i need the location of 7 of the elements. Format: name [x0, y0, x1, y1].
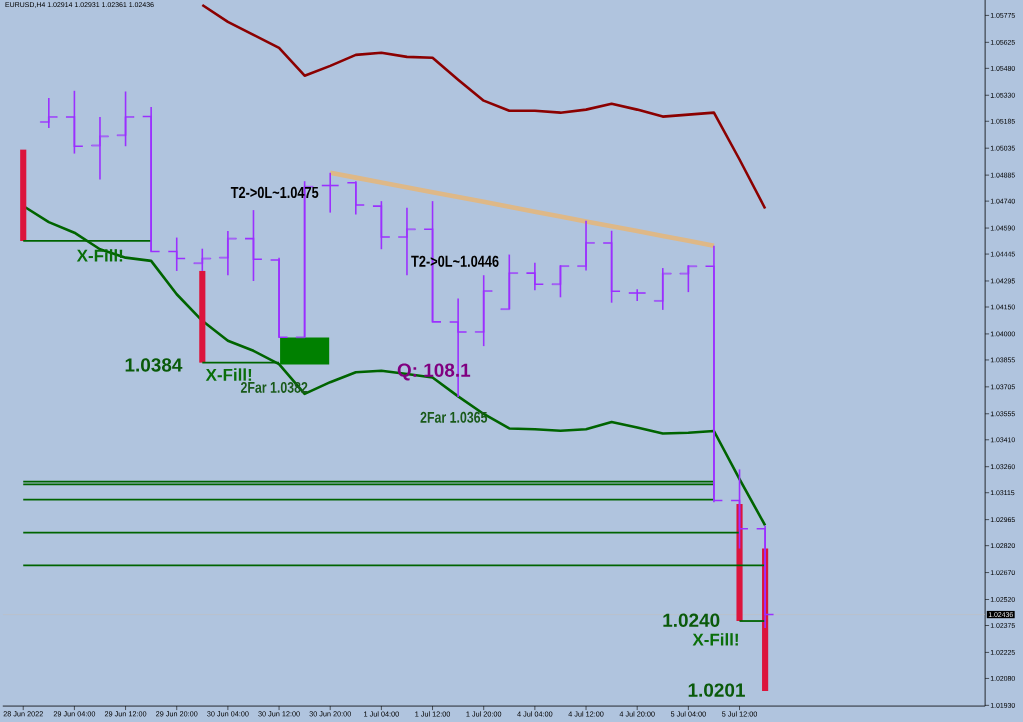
annotation: 2Far 1.0365 — [420, 411, 488, 423]
annotation: 1.0201 — [688, 683, 745, 697]
annotation: 1.0240 — [663, 613, 720, 627]
annotation: 1.0384 — [125, 358, 183, 372]
annotation: X-Fill! — [205, 368, 252, 381]
annotation: X-Fill! — [692, 633, 738, 646]
annotation: X-Fill! — [76, 249, 123, 262]
